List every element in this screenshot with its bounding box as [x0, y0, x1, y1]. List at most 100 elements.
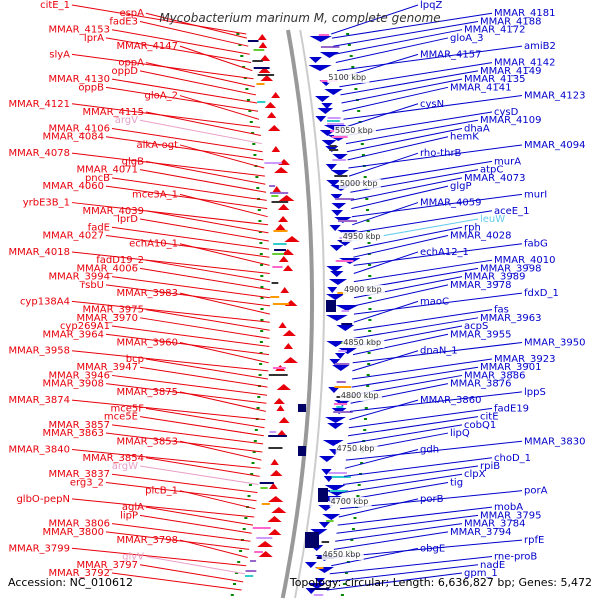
label-leader-line	[331, 4, 419, 35]
feature-block	[253, 67, 270, 69]
reverse-gene-mark	[327, 287, 338, 293]
feature-block	[341, 310, 350, 312]
reverse-gene-mark	[334, 353, 346, 359]
tick-dot	[351, 66, 355, 68]
tick-dot	[360, 143, 364, 145]
forward-gene-mark	[282, 330, 296, 336]
gene-label: espA	[119, 8, 144, 19]
gene-label: MMAR_3983	[117, 288, 179, 299]
label-leader-line	[348, 416, 479, 437]
gene-label: cyp269A1	[60, 321, 110, 332]
feature-block	[273, 230, 288, 232]
feature-block	[260, 487, 268, 489]
reverse-gene-mark	[321, 103, 333, 109]
label-leader-line	[351, 366, 479, 388]
gene-label: nadE	[480, 560, 505, 571]
gene-label: MMAR_3901	[480, 362, 542, 373]
reverse-gene-mark	[322, 440, 344, 446]
label-leader-line	[351, 193, 523, 218]
label-leader-line	[352, 350, 419, 372]
feature-block	[334, 175, 348, 177]
feature-block	[264, 162, 282, 164]
feature-block	[256, 537, 273, 539]
tick-dot	[247, 495, 251, 497]
gene-label: amiB2	[524, 41, 556, 52]
gene-label: lppS	[524, 387, 546, 398]
position-mark-label: 5050 kbp	[335, 126, 373, 135]
position-mark-label: 4950 kbp	[343, 232, 381, 241]
gene-label: tig	[450, 477, 463, 488]
gene-label: fas	[494, 305, 509, 316]
gene-label: dhaA	[464, 123, 490, 134]
feature-block	[274, 249, 286, 251]
tick-dot	[254, 429, 258, 431]
feature-block	[318, 488, 328, 502]
reverse-gene-mark	[331, 203, 347, 209]
forward-gene-mark	[271, 507, 287, 513]
feature-block	[271, 195, 279, 197]
tick-dot	[259, 242, 263, 244]
position-mark-bg	[338, 179, 381, 189]
gene-label: MMAR_4172	[464, 25, 526, 36]
label-leader-line	[179, 292, 271, 315]
tick-dot	[259, 352, 263, 354]
tick-dot	[366, 220, 370, 222]
label-leader-line	[349, 399, 419, 421]
tick-dot	[252, 451, 256, 453]
feature-block	[329, 145, 337, 147]
tick-dot	[340, 594, 344, 596]
gene-label: mce5E	[104, 412, 138, 423]
label-leader-line	[111, 78, 258, 104]
backbone-arc	[280, 29, 314, 599]
tick-dot	[364, 418, 367, 420]
forward-gene-mark	[270, 470, 283, 476]
gene-label: MMAR_3970	[77, 313, 139, 324]
reverse-gene-mark	[327, 423, 344, 429]
tick-dot	[349, 55, 353, 57]
position-mark-label: 4700 kbp	[331, 497, 369, 506]
label-leader-line	[344, 103, 419, 128]
label-leader-line	[139, 366, 268, 388]
label-leader-line	[71, 152, 265, 177]
inner-ring	[294, 29, 325, 599]
label-leader-line	[145, 259, 270, 283]
tick-dot	[354, 88, 358, 90]
reverse-gene-mark	[330, 170, 349, 176]
feature-block	[333, 411, 353, 413]
tick-dot	[230, 594, 234, 596]
gene-label: MMAR_3978	[450, 280, 512, 291]
gene-label: oppD	[111, 66, 138, 77]
reverse-gene-mark	[324, 485, 346, 491]
tick-dot	[364, 407, 368, 409]
feature-block	[270, 296, 280, 298]
tick-dot	[367, 363, 371, 365]
feature-block	[270, 192, 289, 194]
reverse-gene-mark	[323, 476, 334, 482]
gene-label: MMAR_3908	[43, 379, 105, 390]
tick-dot	[245, 88, 249, 90]
tick-dot	[248, 484, 252, 486]
tick-dot	[256, 187, 260, 189]
label-leader-line	[145, 309, 270, 331]
feature-block	[261, 503, 270, 505]
feature-block	[271, 282, 279, 284]
label-leader-line	[111, 177, 267, 201]
reverse-gene-mark	[325, 417, 347, 423]
tick-dot	[368, 330, 372, 332]
tick-dot	[260, 275, 264, 277]
reverse-gene-mark	[335, 305, 359, 311]
feature-block	[326, 300, 336, 312]
tick-dot	[344, 572, 348, 574]
tick-dot	[236, 33, 240, 35]
position-mark-bg	[339, 391, 382, 401]
tick-dot	[260, 286, 264, 288]
label-leader-line	[353, 243, 523, 266]
tick-dot	[256, 407, 260, 409]
forward-gene-mark	[281, 249, 294, 255]
tick-dot	[233, 583, 236, 585]
gene-label: MMAR_4115	[83, 107, 145, 118]
feature-block	[310, 588, 330, 590]
label-leader-line	[337, 506, 493, 526]
label-leader-line	[145, 457, 260, 477]
gene-label: MMAR_4109	[480, 115, 542, 126]
